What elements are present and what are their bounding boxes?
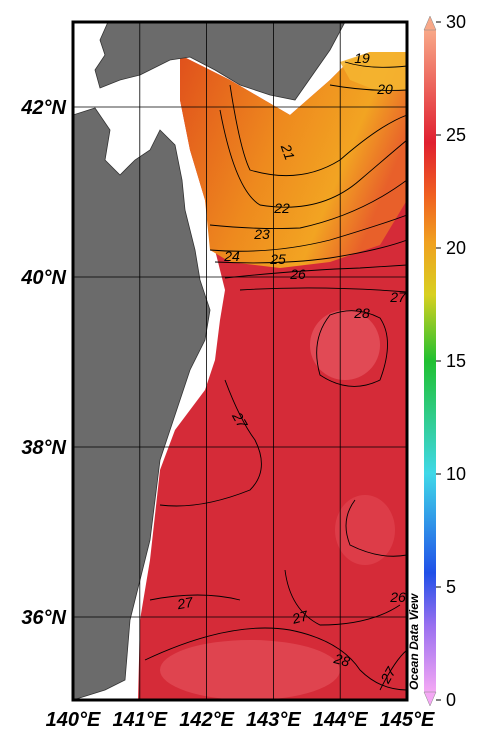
longitude-label: 140°E	[46, 709, 101, 731]
contour-label: 23	[253, 226, 270, 242]
contour-label: 26	[289, 266, 306, 282]
colorbar-tick-label: 10	[446, 464, 466, 484]
colorbar-tick-label: 25	[446, 125, 466, 145]
contour-label: 26	[389, 589, 406, 605]
contour-label: 25	[269, 251, 286, 267]
longitude-label: 141°E	[112, 709, 167, 731]
yellow-patch	[340, 52, 407, 92]
land	[73, 107, 211, 700]
longitude-label: 142°E	[179, 709, 234, 731]
map-frame	[71, 20, 409, 702]
graticule	[73, 22, 407, 700]
latitude-label: 42°N	[20, 97, 66, 119]
colorbar-tick-label: 30	[446, 12, 466, 32]
contour-label: 22	[273, 200, 290, 216]
colorbar-tick-label: 0	[446, 690, 456, 710]
longitude-label: 143°E	[246, 709, 301, 731]
longitude-label: 144°E	[313, 709, 368, 731]
land	[94, 22, 346, 101]
latitude-label: 40°N	[20, 267, 66, 289]
contour-label: 27	[289, 607, 310, 627]
warm-patch	[160, 640, 340, 700]
colorbar-tick-label: 15	[446, 351, 466, 371]
warm-north-region	[180, 52, 407, 268]
colorbar-tick-label: 5	[446, 577, 456, 597]
contours	[144, 61, 407, 691]
contour-label: 28	[331, 650, 351, 670]
longitude-label: 145°E	[380, 709, 435, 731]
contour-label: 27	[389, 289, 407, 305]
colorbar	[424, 30, 436, 692]
contour-label: 28	[353, 305, 370, 321]
latitude-label: 36°N	[21, 607, 66, 629]
contour-label: 19	[354, 50, 370, 66]
contour-label: 27	[175, 594, 195, 613]
warm-patch	[335, 495, 395, 565]
contour-label: 24	[223, 248, 240, 264]
colorbar-min-arrow	[423, 691, 437, 707]
contour-label: 20	[376, 81, 393, 97]
warm-patch	[310, 310, 380, 380]
watermark: Ocean Data View	[407, 593, 421, 690]
latitude-label: 38°N	[21, 437, 66, 459]
colorbar-max-arrow	[423, 15, 437, 31]
colorbar-tick-label: 20	[446, 238, 466, 258]
map-area	[73, 22, 407, 700]
contour-label: 21	[277, 141, 298, 162]
